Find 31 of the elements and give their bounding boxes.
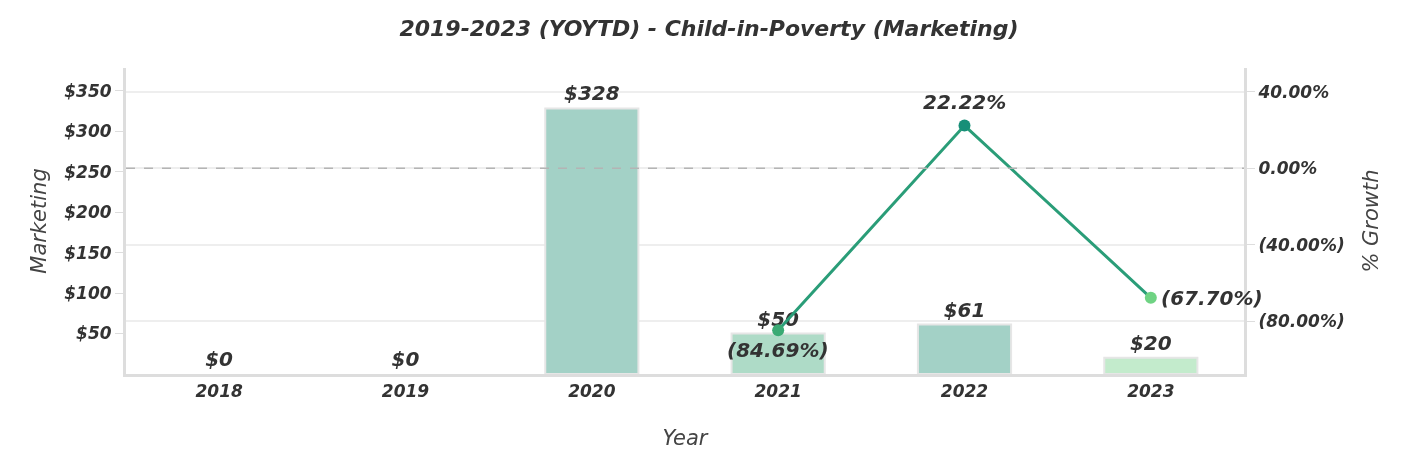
point	[1144, 291, 1157, 304]
y-tick-label: $100	[64, 283, 112, 303]
y-tick-label: $150	[64, 242, 112, 263]
x-tick-label: 2020	[568, 381, 616, 402]
y-tick-label: $200	[64, 202, 112, 223]
y-tick-label: $350	[64, 80, 112, 101]
y-axis-title: Marketing	[27, 168, 52, 274]
y2-tick-label: (80.00%)	[1258, 311, 1345, 332]
data-label: $0	[391, 347, 420, 371]
y2-tick-label: 40.00%	[1257, 81, 1330, 102]
x-axis-title: Year	[662, 425, 709, 450]
chart-title: 2019-2023 (YOYTD) - Child-in-Poverty (Marketing)	[399, 16, 1019, 42]
data-label: (67.70%)	[1161, 286, 1263, 310]
data-label: (84.69%)	[727, 338, 829, 362]
data-label: $61	[943, 297, 986, 322]
y2-tick-label: (40.00%)	[1258, 234, 1345, 255]
data-label: $20	[1129, 330, 1172, 355]
x-tick-label: 2019	[381, 381, 430, 402]
point	[958, 119, 971, 132]
x-tick-label: 2023	[1127, 381, 1175, 402]
y-tick-label: $300	[64, 121, 112, 142]
y2-tick-label: 0.00%	[1258, 158, 1318, 179]
y-tick-label: $50	[76, 323, 112, 344]
x-tick-label: 2018	[195, 381, 243, 402]
data-label: 22.22%	[923, 90, 1007, 114]
x-tick-label: 2022	[940, 381, 989, 402]
x-tick-label: 2021	[754, 381, 802, 402]
y2-axis-title: % Growth	[1358, 169, 1383, 273]
y-tick-label: $250	[64, 161, 112, 182]
data-label: $0	[205, 347, 234, 371]
data-label: $328	[563, 81, 620, 106]
